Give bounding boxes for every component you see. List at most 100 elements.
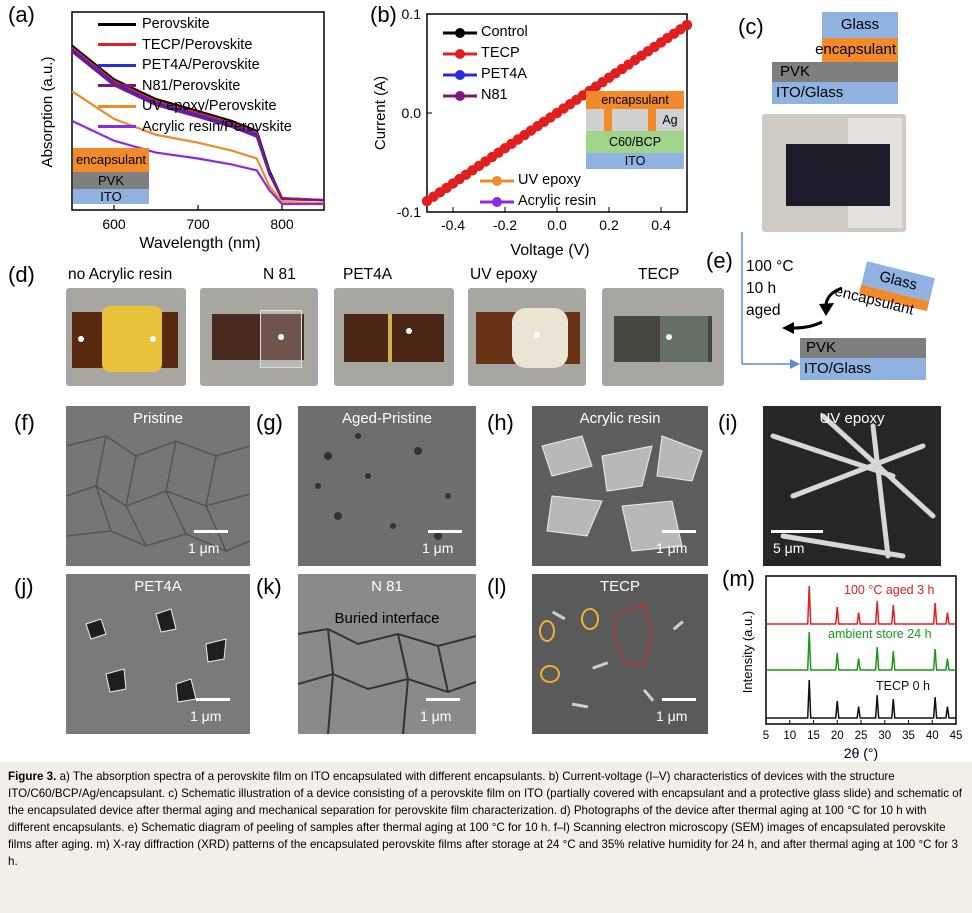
sem-i-scale: 5 μm <box>773 540 805 556</box>
b-ytick-label-1: -0.1 <box>397 204 421 220</box>
panel-h-label: (h) <box>487 410 514 435</box>
m-trace-label-2: ambient store 24 h <box>828 627 932 641</box>
caption-figure-number: Figure 3. <box>8 770 57 783</box>
panel-d-label: (d) <box>8 262 35 287</box>
panel-a-ylabel: Absorption (a.u.) <box>39 57 56 168</box>
e-time: 10 h <box>746 280 777 297</box>
sem-l-title: TECP <box>599 578 640 595</box>
sem-pristine: Pristine 1 μm <box>66 406 250 566</box>
panel-c-photo <box>762 114 906 232</box>
legend-b-6: Acrylic resin <box>518 193 597 209</box>
legend-b-1: Control <box>481 24 528 40</box>
sem-k-scale: 1 μm <box>420 708 452 724</box>
b-xtick-label-4: 0.2 <box>599 217 619 233</box>
panel-c-stack: Glass encapsulant PVK ITO/Glass <box>772 12 898 104</box>
sem-acrylic-resin: Acrylic resin 1 μm <box>532 406 708 566</box>
m-xtick-label-9: 45 <box>950 730 963 742</box>
sem-i-title: UV epoxy <box>819 410 885 427</box>
a-series-5 <box>71 90 325 205</box>
sem-aged-pristine: Aged-Pristine 1 μm <box>298 406 476 566</box>
panel-k-label: (k) <box>256 574 282 599</box>
c-encapsulant-bar: encapsulant <box>815 38 898 62</box>
panel-a-label: (a) <box>8 2 35 27</box>
legend-b-3: PET4A <box>481 66 527 82</box>
legend-a-5: UV epoxy/Perovskite <box>142 98 277 114</box>
panel-e-arrows <box>741 232 843 369</box>
device-encapsulant: encapsulant <box>586 91 684 109</box>
m-xtick-label-8: 40 <box>926 730 939 742</box>
sem-h-title: Acrylic resin <box>579 410 661 427</box>
m-xtick-label-1: 5 <box>763 730 769 742</box>
panel-g-label: (g) <box>256 410 283 435</box>
sem-l-scale: 1 μm <box>656 708 688 724</box>
sem-j-scale: 1 μm <box>190 708 222 724</box>
panel-b-series <box>421 19 693 207</box>
panel-e-label: (e) <box>706 248 733 273</box>
m-xtick-label-5: 25 <box>855 730 868 742</box>
e-ito-glass: ITO/Glass <box>800 358 926 380</box>
device-ito: ITO <box>586 153 684 169</box>
d-caption-4: UV epoxy <box>470 266 538 283</box>
c-encapsulant: encapsulant <box>815 41 896 58</box>
m-series-1 <box>766 585 956 625</box>
d-caption-1: no Acrylic resin <box>68 266 173 283</box>
e-pvk: PVK <box>800 338 926 358</box>
legend-a-3: PET4A/Perovskite <box>142 57 260 73</box>
panel-b-xlabel: Voltage (V) <box>510 242 589 259</box>
stack-a-ito: ITO <box>73 189 149 204</box>
e-temp: 100 °C <box>746 258 794 275</box>
m-xtick-label-4: 20 <box>831 730 844 742</box>
b-ytick-label-2: 0.0 <box>402 105 422 121</box>
panel-e-bottom-stack: PVK ITO/Glass <box>800 338 926 380</box>
d-caption-3: PET4A <box>343 266 393 283</box>
e-aged: aged <box>746 302 781 319</box>
legend-a-2: TECP/Perovskite <box>142 36 253 53</box>
sem-f-title: Pristine <box>132 410 184 427</box>
b-xtick-label-3: 0.0 <box>547 217 567 233</box>
legend-a-4: N81/Perovskite <box>142 77 241 94</box>
m-series-3 <box>766 679 956 719</box>
c-ito-glass: ITO/Glass <box>772 82 898 104</box>
panel-b-chart: -0.4 -0.2 0.0 0.2 0.4-0.10.00.1 Voltage (V) … <box>372 6 693 259</box>
caption-text: a) The absorption spectra of a perovskit… <box>8 770 962 868</box>
panel-l-label: (l) <box>487 574 507 599</box>
d-caption-5: TECP <box>638 266 680 283</box>
d-photo-pet4a <box>334 288 454 386</box>
sem-h-scale: 1 μm <box>656 540 688 556</box>
panel-m-chart: 5 10 15 20 25 30 35 40 45 2θ (°) Intensity (a.u.… <box>740 575 963 761</box>
panel-a-stack: encapsulant PVK ITO <box>73 148 149 204</box>
panel-m-series <box>766 585 956 719</box>
d-photo-acrylic <box>66 288 186 386</box>
a-xtick-label-2: 700 <box>186 216 210 232</box>
stack-a-pvk: PVK <box>73 172 149 189</box>
legend-b-5: UV epoxy <box>518 172 581 188</box>
m-trace-label-3: TECP 0 h <box>876 679 930 693</box>
sem-j-title: PET4A <box>134 578 182 595</box>
panel-c-label: (c) <box>738 14 764 39</box>
sem-f-scale: 1 μm <box>188 540 220 556</box>
sem-k-subtitle: Buried interface <box>334 610 440 627</box>
sem-k-title: N 81 <box>371 578 403 595</box>
panel-a-legend: Perovskite TECP/Perovskite PET4A/Perovsk… <box>98 14 292 137</box>
legend-b-2: TECP <box>481 45 520 61</box>
sem-tecp: TECP 1 μm <box>532 574 708 734</box>
panel-b-label: (b) <box>370 2 397 27</box>
a-series-4 <box>71 50 325 202</box>
a-xtick-label-1: 600 <box>102 216 126 232</box>
figure-caption: Figure 3. a) The absorption spectra of a… <box>0 762 972 913</box>
b-ytick-label-3: 0.1 <box>402 6 422 22</box>
m-xtick-label-6: 30 <box>878 730 891 742</box>
m-xtick-label-2: 10 <box>783 730 796 742</box>
panel-m-xlabel: 2θ (°) <box>844 745 878 761</box>
sem-pet4a: PET4A 1 μm <box>66 574 250 734</box>
sem-n81: N 81 Buried interface 1 μm <box>298 574 476 734</box>
m-xtick-label-7: 35 <box>902 730 915 742</box>
stack-a-encapsulant: encapsulant <box>73 148 149 172</box>
device-ag: Ag <box>656 109 684 131</box>
m-xtick-label-3: 15 <box>807 730 820 742</box>
m-trace-label-1: 100 °C aged 3 h <box>844 583 935 597</box>
panel-a-xlabel: Wavelength (nm) <box>139 235 260 252</box>
panel-m-ylabel: Intensity (a.u.) <box>740 611 755 693</box>
b-xtick-label-5: 0.4 <box>651 217 671 233</box>
panel-f-label: (f) <box>14 410 35 435</box>
